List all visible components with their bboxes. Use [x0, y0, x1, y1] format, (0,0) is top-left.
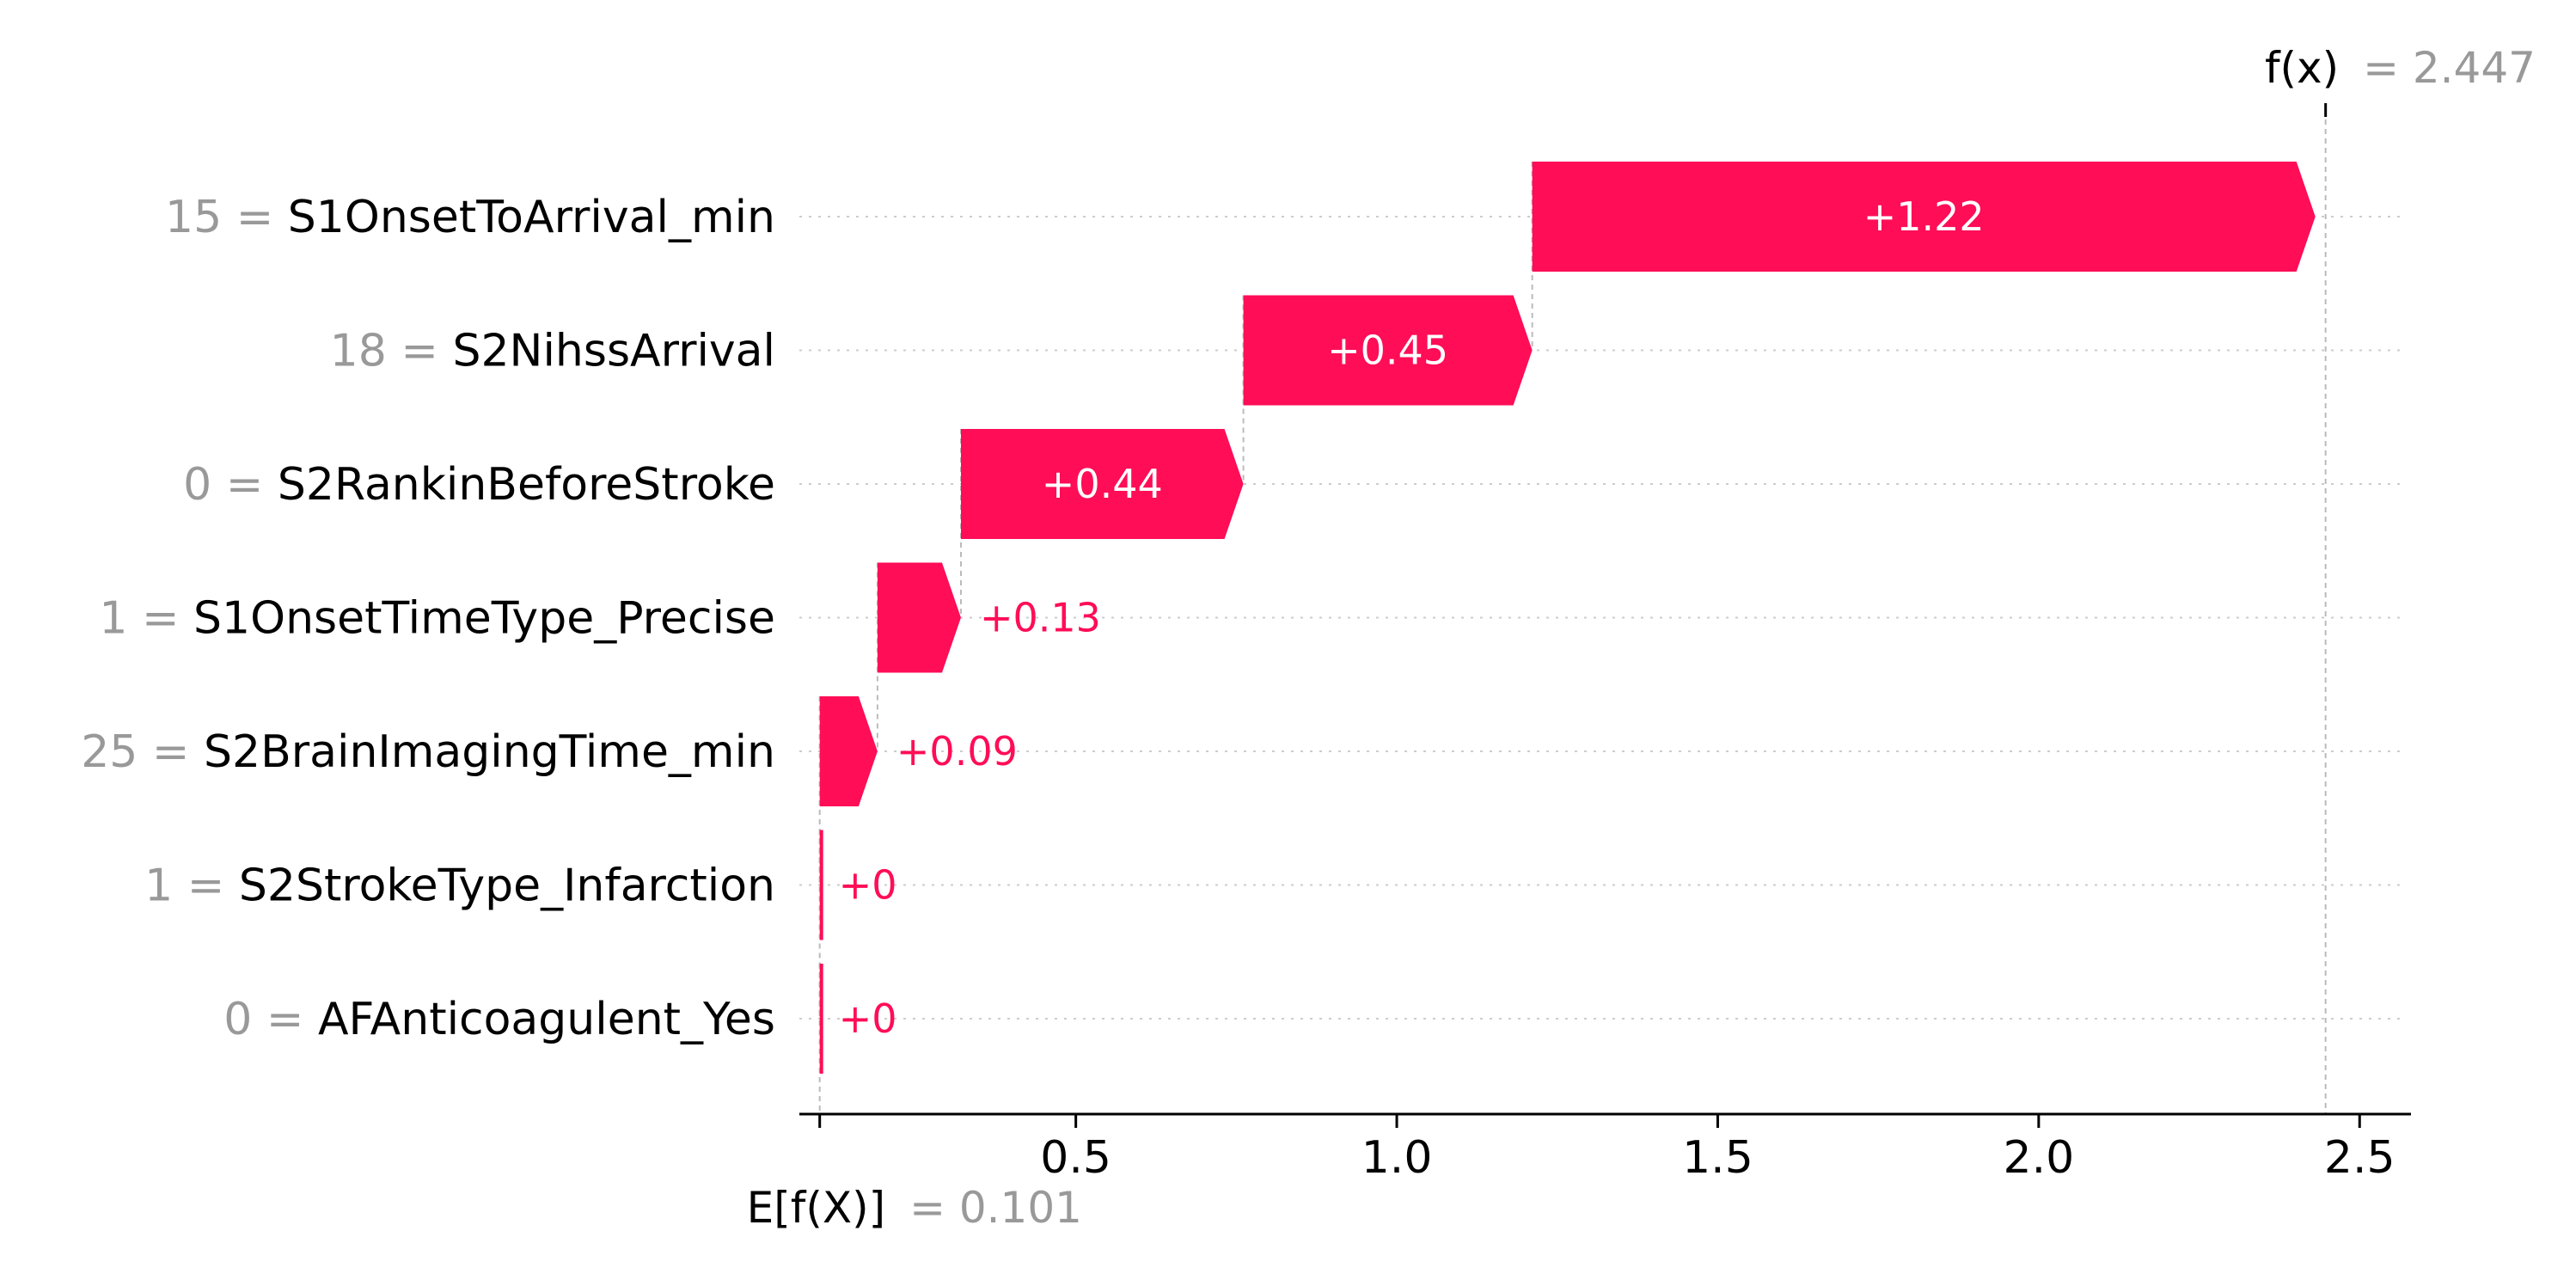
contribution-label: +0.09	[896, 728, 1018, 775]
contribution-bar	[1243, 295, 1533, 406]
output-value-label: f(x) = 2.447	[2265, 43, 2536, 93]
contribution-bar	[1532, 162, 2316, 272]
output-value-prefix: f(x)	[2265, 43, 2339, 93]
feature-value: 1 =	[144, 860, 239, 912]
feature-label: 0 = S2RankinBeforeStroke	[183, 459, 775, 511]
contribution-label: +1.22	[1863, 193, 1985, 240]
contribution-labels: +1.22 +0.45 +0.44 +0.13 +0.09 +0 +0	[839, 193, 1985, 1042]
contribution-label: +0	[839, 995, 897, 1042]
feature-value: 1 =	[99, 593, 193, 645]
feature-name: AFAnticoagulent_Yes	[318, 994, 775, 1045]
feature-label: 25 = S2BrainImagingTime_min	[81, 726, 775, 778]
x-tick-label: 2.0	[2004, 1132, 2075, 1184]
feature-name: S1OnsetToArrival_min	[288, 192, 775, 243]
base-value-annotation: E[f(X)] = 0.101	[747, 1114, 1082, 1233]
feature-label: 1 = S1OnsetTimeType_Precise	[99, 593, 775, 645]
x-tick-label: 0.5	[1040, 1132, 1111, 1184]
output-value-number: = 2.447	[2363, 43, 2536, 93]
feature-labels: 15 = S1OnsetToArrival_min 18 = S2NihssArr…	[81, 192, 775, 1045]
contribution-bar	[819, 696, 878, 806]
base-value-label: E[f(X)] = 0.101	[747, 1183, 1082, 1233]
feature-value: 0 =	[223, 994, 318, 1045]
feature-name: S2RankinBeforeStroke	[278, 459, 775, 511]
contribution-label: +0.45	[1327, 328, 1448, 374]
feature-label: 1 = S2StrokeType_Infarction	[144, 860, 775, 912]
output-value-annotation: f(x) = 2.447	[2265, 43, 2536, 117]
feature-label: 18 = S2NihssArrival	[330, 326, 775, 377]
contribution-label: +0	[839, 862, 897, 909]
feature-value: 15 =	[165, 192, 288, 243]
feature-value: 0 =	[183, 459, 278, 511]
x-tick-label: 1.0	[1361, 1132, 1433, 1184]
contribution-label: +0.13	[980, 595, 1101, 641]
feature-name: S2StrokeType_Infarction	[239, 860, 775, 912]
x-axis: 0.5 1.0 1.5 2.0 2.5	[799, 1112, 2411, 1184]
base-value-number: = 0.101	[909, 1183, 1082, 1233]
feature-label: 0 = AFAnticoagulent_Yes	[223, 994, 775, 1045]
contribution-bars	[819, 162, 2316, 1074]
x-axis-ticks: 0.5 1.0 1.5 2.0 2.5	[1040, 1114, 2395, 1184]
contribution-bar	[960, 429, 1244, 539]
x-tick-label: 1.5	[1682, 1132, 1753, 1184]
contribution-label: +0.44	[1042, 461, 1163, 507]
feature-name: S2NihssArrival	[452, 326, 775, 377]
base-value-prefix: E[f(X)]	[747, 1183, 885, 1233]
x-tick-label: 2.5	[2324, 1132, 2395, 1184]
feature-label: 15 = S1OnsetToArrival_min	[165, 192, 775, 243]
feature-name: S1OnsetTimeType_Precise	[193, 593, 775, 645]
feature-value: 18 =	[330, 326, 453, 377]
contribution-bar	[877, 562, 961, 673]
feature-name: S2BrainImagingTime_min	[204, 726, 775, 778]
feature-value: 25 =	[81, 726, 204, 778]
